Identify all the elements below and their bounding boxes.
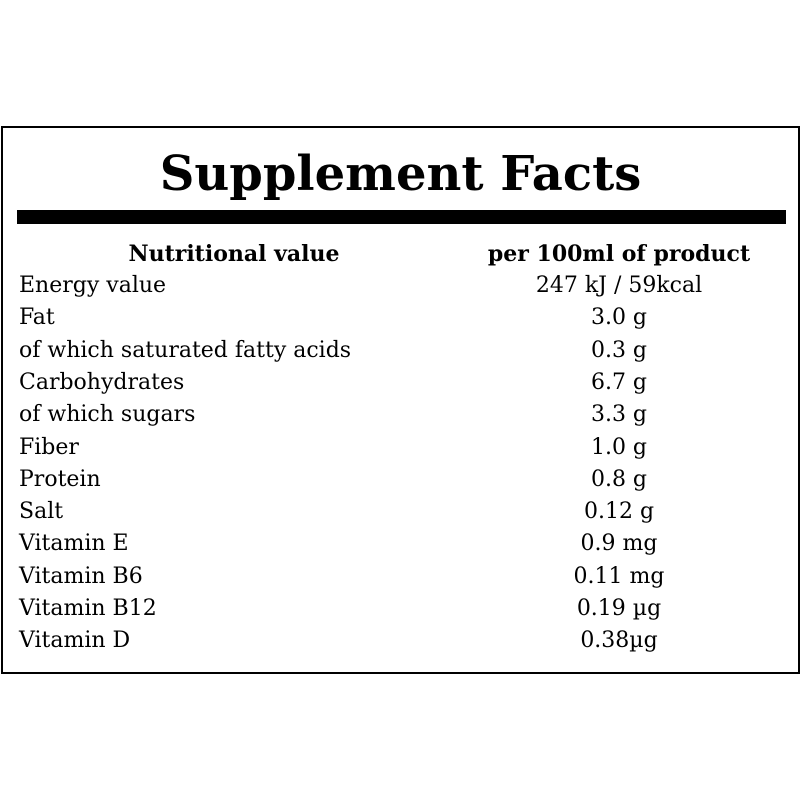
- table-row: Fat 3.0 g: [19, 302, 786, 334]
- table-row: Vitamin B12 0.19 µg: [19, 593, 786, 625]
- table-row: Fiber 1.0 g: [19, 432, 786, 464]
- title: Supplement Facts: [159, 146, 642, 202]
- value-cell: 3.0 g: [590, 305, 648, 331]
- label-cell: of which sugars: [19, 402, 196, 428]
- header-cell: Nutritional value: [128, 241, 340, 267]
- label-cell: Salt: [19, 499, 64, 525]
- table-row: Energy value 247 kJ / 59kcal: [19, 270, 786, 302]
- divider: [17, 210, 786, 224]
- value-cell: 247 kJ / 59kcal: [535, 273, 703, 298]
- value-cell: 0.38µg: [580, 628, 658, 654]
- table-row: Salt 0.12 g: [19, 496, 786, 528]
- label-cell: Protein: [19, 466, 101, 492]
- label-cell: Vitamin B6: [19, 563, 143, 589]
- value-cell: 1.0 g: [590, 434, 648, 460]
- value-cell: 0.11 mg: [573, 563, 665, 589]
- label-cell: Vitamin D: [19, 628, 131, 654]
- table-row: Vitamin D 0.38µg: [19, 625, 786, 657]
- label-cell: Energy value: [19, 273, 167, 298]
- label-cell: of which saturated fatty acids: [19, 337, 352, 363]
- label-cell: Carbohydrates: [19, 369, 185, 395]
- table-row: Protein 0.8 g: [19, 464, 786, 496]
- table-row: of which saturated fatty acids 0.3 g: [19, 335, 786, 367]
- label-cell: Fat: [19, 305, 55, 331]
- header-row: Nutritional value per 100ml of product: [19, 238, 786, 270]
- label-cell: Vitamin B12: [19, 596, 157, 621]
- header-cell: per 100ml of product: [487, 241, 751, 267]
- table-row: of which sugars 3.3 g: [19, 399, 786, 431]
- value-cell: 6.7 g: [590, 369, 648, 395]
- table-row: Vitamin E 0.9 mg: [19, 528, 786, 560]
- value-cell: 0.19 µg: [576, 596, 662, 621]
- label-cell: Vitamin E: [19, 531, 129, 557]
- value-cell: 0.12 g: [583, 499, 655, 525]
- value-cell: 3.3 g: [590, 402, 648, 428]
- value-cell: 0.8 g: [590, 466, 648, 492]
- table-row: Vitamin B6 0.11 mg: [19, 561, 786, 593]
- table-row: Carbohydrates 6.7 g: [19, 367, 786, 399]
- label-cell: Fiber: [19, 434, 79, 460]
- facts-panel: Supplement Facts Nutritional value per 1…: [1, 126, 800, 674]
- value-cell: 0.3 g: [590, 337, 648, 363]
- value-cell: 0.9 mg: [580, 531, 658, 557]
